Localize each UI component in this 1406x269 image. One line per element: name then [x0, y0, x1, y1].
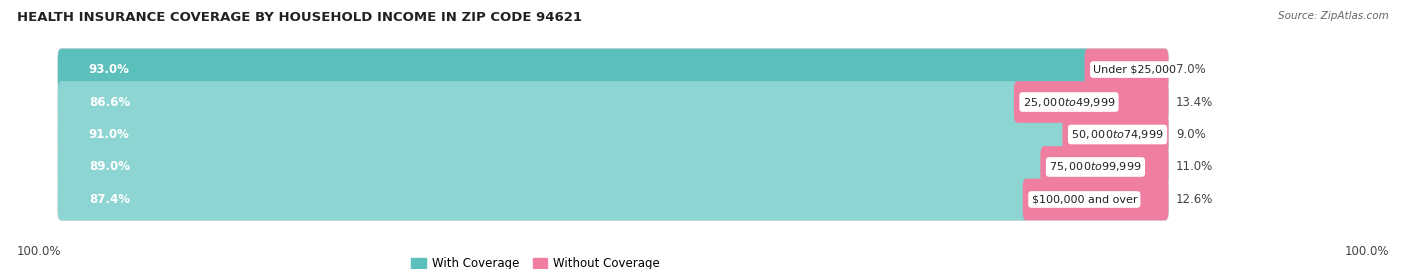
FancyBboxPatch shape	[1040, 146, 1168, 188]
FancyBboxPatch shape	[58, 146, 1047, 188]
Text: $100,000 and over: $100,000 and over	[1032, 194, 1137, 204]
Text: Source: ZipAtlas.com: Source: ZipAtlas.com	[1278, 11, 1389, 21]
FancyBboxPatch shape	[1022, 179, 1168, 220]
FancyBboxPatch shape	[58, 114, 1168, 155]
Text: $75,000 to $99,999: $75,000 to $99,999	[1049, 161, 1142, 174]
Text: 91.0%: 91.0%	[89, 128, 129, 141]
Text: 13.4%: 13.4%	[1177, 95, 1213, 108]
Text: $50,000 to $74,999: $50,000 to $74,999	[1071, 128, 1164, 141]
Text: Under $25,000: Under $25,000	[1094, 65, 1177, 75]
Text: 7.0%: 7.0%	[1177, 63, 1206, 76]
FancyBboxPatch shape	[58, 179, 1029, 220]
Text: 89.0%: 89.0%	[89, 161, 129, 174]
Text: 87.4%: 87.4%	[89, 193, 129, 206]
Text: 86.6%: 86.6%	[89, 95, 129, 108]
Text: 100.0%: 100.0%	[17, 245, 62, 258]
FancyBboxPatch shape	[58, 179, 1168, 220]
FancyBboxPatch shape	[1014, 81, 1168, 123]
Text: 100.0%: 100.0%	[1344, 245, 1389, 258]
FancyBboxPatch shape	[58, 81, 1021, 123]
Text: 9.0%: 9.0%	[1177, 128, 1206, 141]
FancyBboxPatch shape	[58, 49, 1091, 90]
FancyBboxPatch shape	[1063, 114, 1168, 155]
Text: 11.0%: 11.0%	[1177, 161, 1213, 174]
FancyBboxPatch shape	[58, 114, 1069, 155]
Text: 12.6%: 12.6%	[1177, 193, 1213, 206]
FancyBboxPatch shape	[1084, 49, 1168, 90]
Legend: With Coverage, Without Coverage: With Coverage, Without Coverage	[412, 257, 659, 269]
Text: 93.0%: 93.0%	[89, 63, 129, 76]
FancyBboxPatch shape	[58, 146, 1168, 188]
Text: HEALTH INSURANCE COVERAGE BY HOUSEHOLD INCOME IN ZIP CODE 94621: HEALTH INSURANCE COVERAGE BY HOUSEHOLD I…	[17, 11, 582, 24]
FancyBboxPatch shape	[58, 81, 1168, 123]
FancyBboxPatch shape	[58, 49, 1168, 90]
Text: $25,000 to $49,999: $25,000 to $49,999	[1022, 95, 1115, 108]
